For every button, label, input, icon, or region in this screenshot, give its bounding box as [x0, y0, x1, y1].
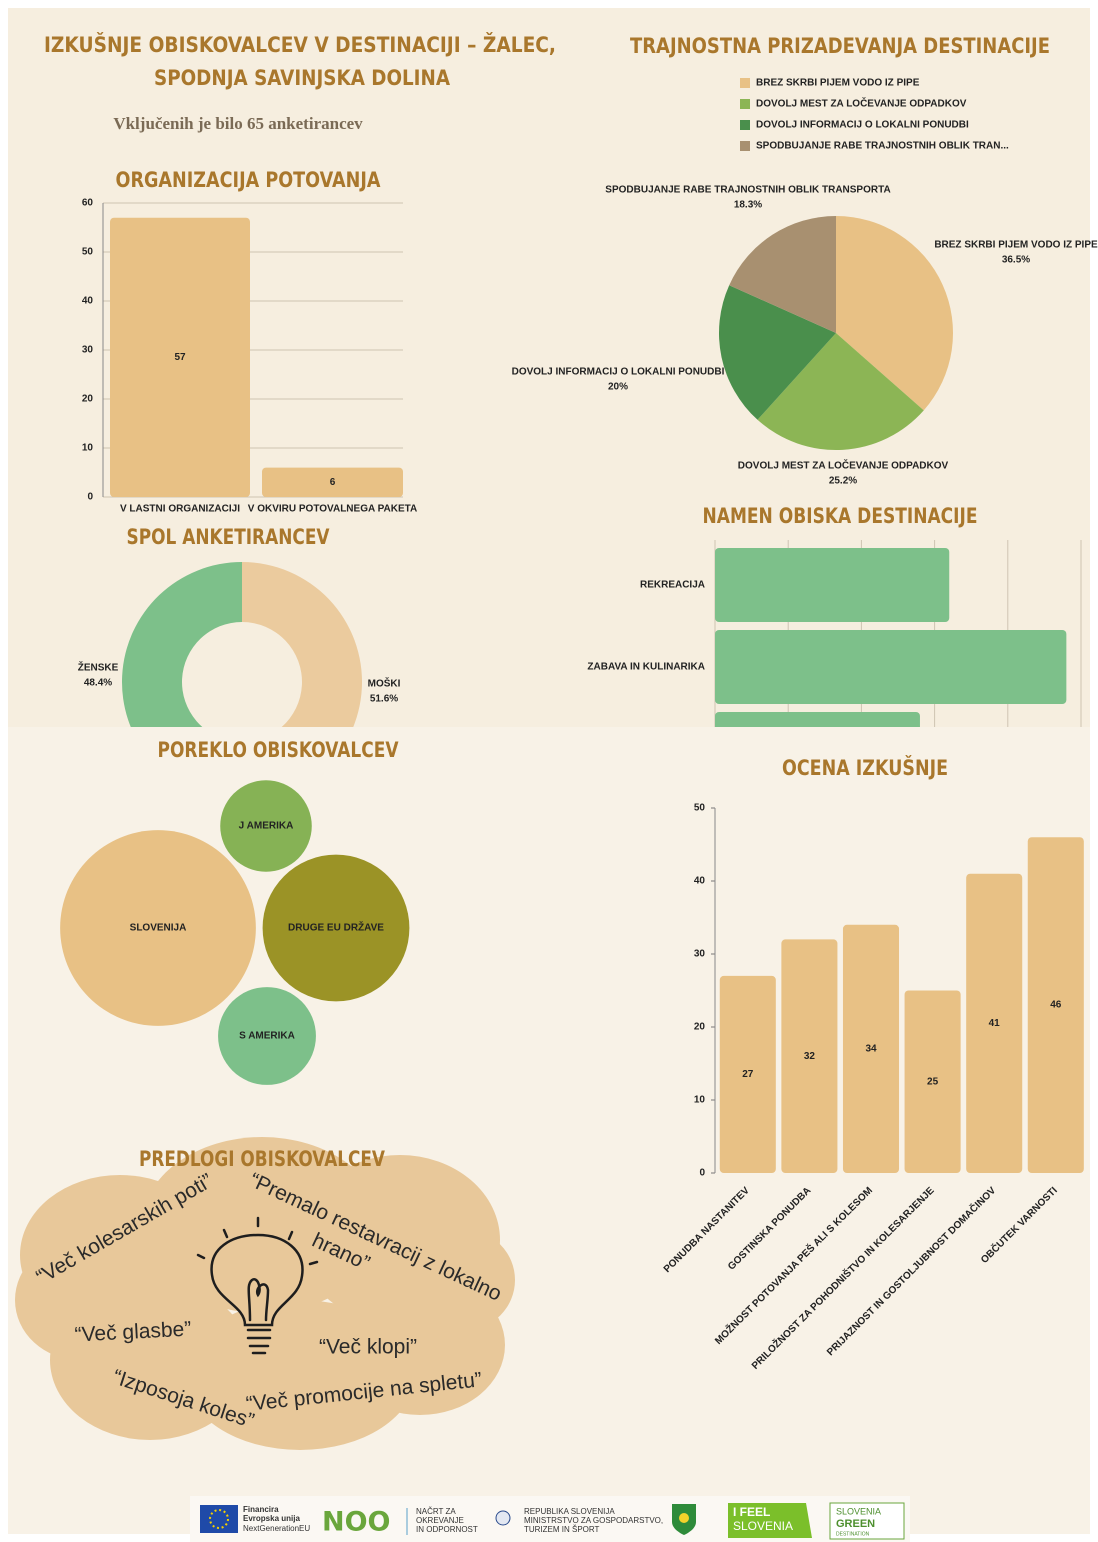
- footer-text: SLOVENIA: [836, 1506, 881, 1516]
- chart-title: ORGANIZACIJA POTOVANJA: [116, 168, 382, 192]
- chart-title: NAMEN OBISKA DESTINACIJE: [703, 504, 978, 528]
- chart-title: POREKLO OBISKOVALCEV: [158, 738, 400, 762]
- bubble-label: SLOVENIJA: [130, 923, 187, 934]
- noo-logo: NOO: [322, 1507, 391, 1538]
- poster-title: IZKUŠNJE OBISKOVALCEV V DESTINACIJI – ŽA…: [44, 32, 556, 57]
- footer-text: Evropska unija: [243, 1514, 300, 1523]
- footer-text: MINISTRSTVO ZA GOSPODARSTVO,: [524, 1516, 663, 1525]
- chart-title: OCENA IZKUŠNJE: [782, 755, 948, 780]
- page: {"header": {"title": ["IZKUŠNJE OBISKOVA…: [0, 0, 1098, 1542]
- footer-text: Financira: [243, 1505, 279, 1514]
- y-tick-label: ZABAVA IN KULINARIKA: [587, 662, 705, 673]
- slice-label: DOVOLJ INFORMACIJ O LOKALNI PONUDBI: [512, 367, 725, 378]
- value-label: 27: [742, 1069, 754, 1080]
- suggestions-title: PREDLOGI OBISKOVALCEV: [139, 1147, 386, 1171]
- y-tick-label: 50: [694, 803, 706, 814]
- x-tick-label: V OKVIRU POTOVALNEGA PAKETA: [248, 504, 417, 515]
- footer-text: OKREVANJE: [416, 1516, 464, 1525]
- y-tick-label: 0: [699, 1168, 705, 1179]
- legend-swatch: [740, 120, 750, 130]
- footer-text: SLOVENIA: [733, 1519, 793, 1533]
- footer: Financira Evropska unija NextGenerationE…: [190, 1496, 910, 1542]
- slice-value: 20%: [608, 382, 628, 393]
- value-label: 32: [804, 1051, 816, 1062]
- legend-label: BREZ SKRBI PIJEM VODO IZ PIPE: [756, 78, 920, 89]
- poster-title: SPODNJA SAVINJSKA DOLINA: [154, 66, 451, 90]
- coat-of-arms: [496, 1511, 510, 1525]
- y-tick-label: 30: [694, 949, 706, 960]
- shield-mark: [679, 1513, 689, 1523]
- footer-text: TURIZEM IN ŠPORT: [524, 1525, 600, 1534]
- footer-text: NextGenerationEU: [243, 1524, 310, 1533]
- y-tick-label: 40: [82, 296, 94, 307]
- legend-label: DOVOLJ MEST ZA LOČEVANJE ODPADKOV: [756, 97, 967, 110]
- y-tick-label: 30: [82, 345, 94, 356]
- slice-label: DOVOLJ MEST ZA LOČEVANJE ODPADKOV: [738, 459, 949, 472]
- x-tick-label: V LASTNI ORGANIZACIJI: [120, 504, 240, 515]
- segment-label: MOŠKI: [368, 677, 401, 690]
- y-tick-label: 40: [694, 876, 706, 887]
- legend-swatch: [740, 99, 750, 109]
- y-tick-label: 10: [694, 1095, 706, 1106]
- y-tick-label: 60: [82, 198, 94, 209]
- slice-value: 18.3%: [734, 200, 762, 211]
- footer-text: I FEEL: [733, 1505, 770, 1519]
- legend-swatch: [740, 78, 750, 88]
- value-label: 46: [1050, 1000, 1062, 1011]
- suggestion: “Več klopi”: [319, 1336, 417, 1359]
- bubble-label: J AMERIKA: [239, 821, 294, 832]
- segment-value: 51.6%: [370, 694, 398, 705]
- slice-value: 25.2%: [829, 476, 857, 487]
- chart-title: TRAJNOSTNA PRIZADEVANJA DESTINACIJE: [630, 34, 1050, 58]
- footer-text: REPUBLIKA SLOVENIJA: [524, 1507, 615, 1516]
- slice-value: 36.5%: [1002, 255, 1030, 266]
- y-tick-label: 50: [82, 247, 94, 258]
- y-tick-label: REKREACIJA: [640, 580, 705, 591]
- y-tick-label: 20: [82, 394, 94, 405]
- poster: IZKUŠNJE OBISKOVALCEV V DESTINACIJI – ŽA…: [0, 0, 1098, 1542]
- legend-label: SPODBUJANJE RABE TRAJNOSTNIH OBLIK TRAN.…: [756, 141, 1009, 152]
- legend-swatch: [740, 141, 750, 151]
- y-tick-label: 0: [87, 492, 93, 503]
- slice-label: SPODBUJANJE RABE TRAJNOSTNIH OBLIK TRANS…: [605, 185, 890, 196]
- y-tick-label: 20: [694, 1022, 706, 1033]
- legend-label: DOVOLJ INFORMACIJ O LOKALNI PONUDBI: [756, 120, 969, 131]
- value-label: 25: [927, 1076, 939, 1087]
- footer-text: DESTINATION: [836, 1531, 870, 1537]
- footer-text: GREEN: [836, 1518, 875, 1530]
- poster-subtitle: Vključenih je bilo 65 anketirancev: [113, 114, 363, 133]
- footer-text: IN ODPORNOST: [416, 1525, 478, 1534]
- bar: [715, 630, 1066, 704]
- bubble-label: DRUGE EU DRŽAVE: [288, 921, 384, 934]
- bubble-label: S AMERIKA: [239, 1031, 295, 1042]
- value-label: 57: [174, 352, 186, 363]
- eu-flag: [200, 1505, 238, 1533]
- slice-label: BREZ SKRBI PIJEM VODO IZ PIPE: [934, 240, 1098, 251]
- bar: [715, 548, 949, 622]
- segment-value: 48.4%: [84, 678, 112, 689]
- value-label: 41: [989, 1018, 1001, 1029]
- value-label: 6: [330, 477, 336, 488]
- value-label: 34: [865, 1044, 877, 1055]
- segment-label: ŽENSKE: [78, 661, 119, 674]
- chart-title: SPOL ANKETIRANCEV: [127, 525, 331, 549]
- y-tick-label: 10: [82, 443, 94, 454]
- footer-text: NAČRT ZA: [416, 1507, 456, 1516]
